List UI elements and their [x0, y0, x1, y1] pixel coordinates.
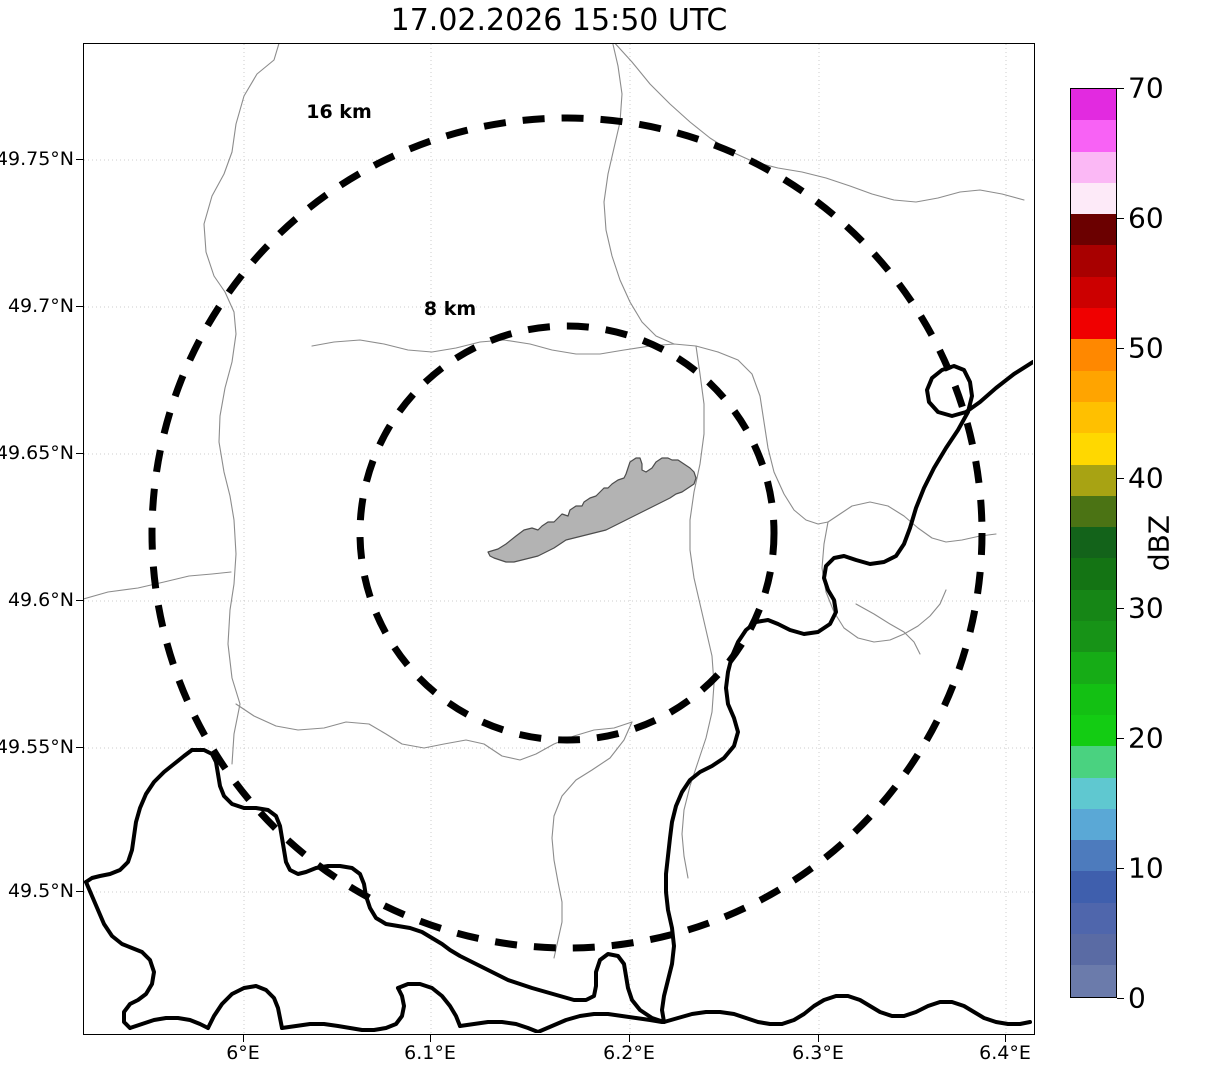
luxembourg-city-area: [487, 457, 697, 563]
xtick-mark: [1005, 1035, 1007, 1042]
ytick-mark: [76, 891, 83, 893]
range-rings: [148, 114, 986, 952]
ytick-label-4965: 49.65°N: [0, 442, 74, 464]
colorbar-band: [1071, 714, 1116, 747]
colorbar-tick-label-50: 50: [1128, 331, 1164, 365]
range-ring-8km: [356, 322, 778, 744]
xtick-mark: [430, 1035, 432, 1042]
colorbar-band: [1071, 902, 1116, 935]
ytick-label-497: 49.7°N: [7, 295, 74, 317]
colorbar-band: [1071, 965, 1116, 997]
colorbar-band: [1071, 245, 1116, 277]
colorbar-tick-label-0: 0: [1128, 981, 1146, 1015]
ytick-label-496: 49.6°N: [7, 589, 74, 611]
colorbar-tick-label-30: 30: [1128, 591, 1164, 625]
ytick-mark: [76, 600, 83, 602]
range-ring-label-8km: 8 km: [423, 298, 477, 320]
reflectivity-colorbar[interactable]: [1070, 88, 1117, 998]
colorbar-band: [1071, 214, 1116, 246]
colorbar-tick-mark: [1117, 608, 1124, 610]
colorbar-band: [1071, 464, 1116, 496]
colorbar-tick-label-20: 20: [1128, 721, 1164, 755]
xtick-mark: [818, 1035, 820, 1042]
ytick-mark: [76, 306, 83, 308]
colorbar-band: [1071, 401, 1116, 434]
colorbar-band: [1071, 89, 1116, 121]
national-border: [84, 360, 1033, 1033]
xtick-label-6: 6°E: [226, 1042, 260, 1064]
range-ring-label-16km: 16 km: [306, 101, 372, 123]
colorbar-band: [1071, 589, 1116, 622]
colorbar-band: [1071, 683, 1116, 715]
grid-lines: [84, 44, 1033, 1033]
map-vector-layer: [84, 44, 1033, 1033]
colorbar-tick-label-10: 10: [1128, 851, 1164, 885]
map-plot-area[interactable]: [83, 43, 1035, 1035]
colorbar-band: [1071, 621, 1116, 653]
colorbar-tick-label-40: 40: [1128, 461, 1164, 495]
colorbar-band: [1071, 433, 1116, 465]
colorbar-band: [1071, 808, 1116, 841]
xtick-label-61: 6.1°E: [404, 1042, 456, 1064]
colorbar-band: [1071, 120, 1116, 152]
xtick-label-64: 6.4°E: [979, 1042, 1031, 1064]
colorbar-band: [1071, 308, 1116, 340]
colorbar-band: [1071, 151, 1116, 183]
colorbar-tick-mark: [1117, 868, 1124, 870]
ytick-label-4975: 49.75°N: [0, 148, 74, 170]
colorbar-band: [1071, 777, 1116, 809]
commune-borders: [84, 44, 1025, 959]
ytick-mark: [76, 159, 83, 161]
page-title: 17.02.2026 15:50 UTC: [390, 3, 728, 38]
colorbar-band: [1071, 871, 1116, 903]
colorbar-tick-label-70: 70: [1128, 71, 1164, 105]
colorbar-tick-mark: [1117, 998, 1124, 1000]
colorbar-tick-mark: [1117, 348, 1124, 350]
colorbar-tick-label-60: 60: [1128, 201, 1164, 235]
colorbar-tick-mark: [1117, 218, 1124, 220]
xtick-label-63: 6.3°E: [792, 1042, 844, 1064]
range-ring-16km: [148, 114, 986, 952]
colorbar-band: [1071, 182, 1116, 215]
xtick-mark: [243, 1035, 245, 1042]
ytick-label-495: 49.5°N: [7, 880, 74, 902]
xtick-mark: [629, 1035, 631, 1042]
colorbar-unit-label: dBZ: [1142, 514, 1176, 572]
colorbar-tick-mark: [1117, 738, 1124, 740]
xtick-label-62: 6.2°E: [603, 1042, 655, 1064]
colorbar-band: [1071, 339, 1116, 371]
ytick-mark: [76, 453, 83, 455]
colorbar-band: [1071, 558, 1116, 590]
ytick-label-4955: 49.55°N: [0, 736, 74, 758]
colorbar-band: [1071, 527, 1116, 559]
colorbar-tick-mark: [1117, 88, 1124, 90]
colorbar-tick-mark: [1117, 478, 1124, 480]
colorbar-band: [1071, 370, 1116, 402]
colorbar-band: [1071, 840, 1116, 872]
colorbar-band: [1071, 276, 1116, 309]
ytick-mark: [76, 747, 83, 749]
colorbar-band: [1071, 934, 1116, 966]
colorbar-band: [1071, 495, 1116, 528]
colorbar-band: [1071, 746, 1116, 778]
colorbar-band: [1071, 652, 1116, 684]
